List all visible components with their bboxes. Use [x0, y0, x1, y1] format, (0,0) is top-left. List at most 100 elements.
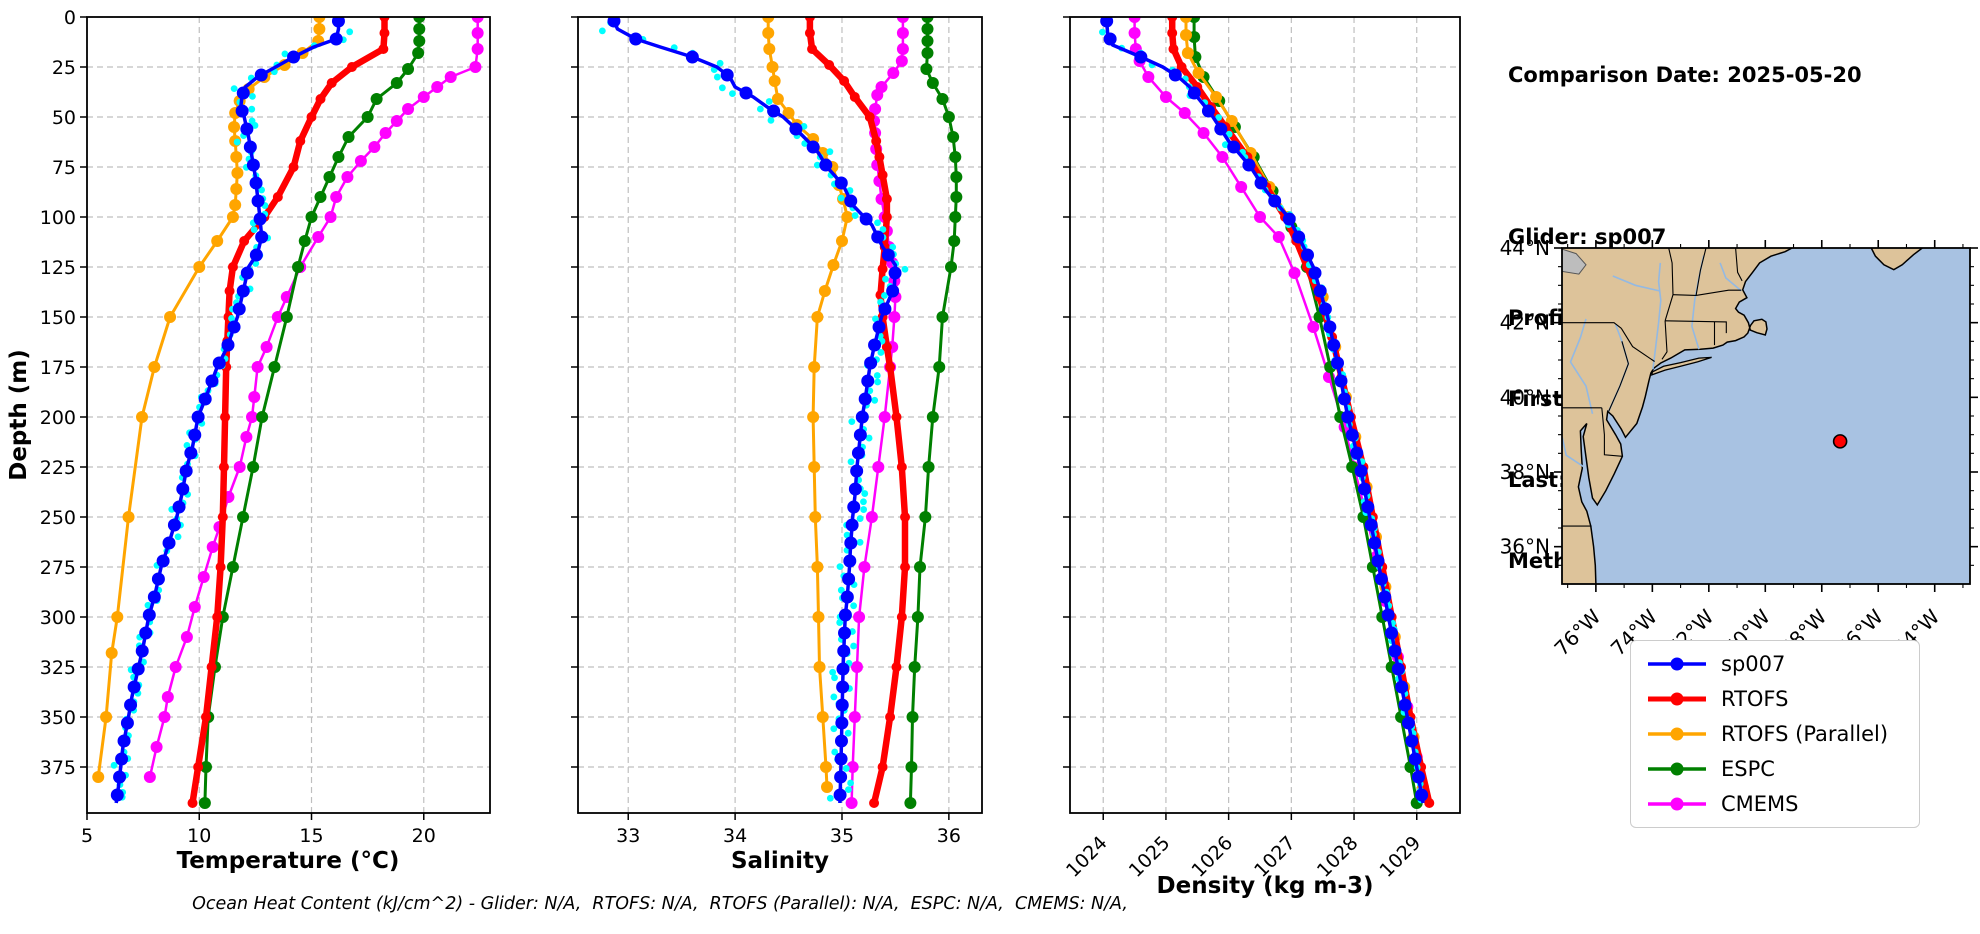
marker: [113, 770, 127, 784]
marker: [1128, 17, 1141, 23]
marker: [846, 761, 859, 773]
legend-swatch-icon: [1648, 692, 1706, 706]
marker: [312, 231, 325, 243]
glider-scatter-point: [1099, 28, 1106, 36]
marker: [180, 631, 193, 643]
marker: [249, 176, 263, 190]
marker: [1401, 716, 1415, 730]
marker: [861, 374, 875, 388]
marker: [762, 17, 775, 23]
marker: [127, 680, 141, 694]
glider-scatter-point: [882, 275, 889, 283]
glider-scatter-point: [713, 73, 721, 81]
glider-scatter-point: [765, 98, 773, 105]
y-tick-label: 50: [52, 107, 76, 129]
marker: [361, 111, 374, 123]
marker: [921, 35, 934, 47]
marker: [834, 770, 848, 784]
location-map: 44°N42°N40°N38°N36°N76°W 74°W 72°W 70°W 68°W…: [1500, 236, 1978, 661]
marker: [379, 28, 390, 38]
marker: [1178, 107, 1191, 119]
glider-scatter-point: [767, 116, 775, 124]
marker: [402, 63, 415, 75]
marker: [235, 104, 249, 118]
marker: [1364, 518, 1378, 532]
marker: [858, 561, 871, 573]
marker: [844, 536, 858, 550]
glider-scatter-point: [826, 148, 834, 156]
marker: [841, 211, 854, 223]
marker: [136, 411, 149, 423]
glider-scatter-point: [851, 212, 859, 219]
marker: [246, 411, 259, 423]
legend-swatch-icon: [1648, 727, 1706, 741]
state-border: [1668, 248, 1674, 295]
legend-item-sp007: sp007: [1645, 651, 1905, 677]
marker: [922, 461, 935, 473]
marker: [804, 28, 815, 38]
marker: [1388, 644, 1402, 658]
marker: [818, 285, 831, 297]
marker: [205, 374, 219, 388]
marker: [1415, 788, 1429, 802]
marker: [1235, 181, 1248, 193]
lat-tick-label: 38°N: [1500, 460, 1550, 484]
marker: [249, 248, 263, 262]
marker: [607, 17, 621, 28]
glider-scatter-point: [837, 194, 845, 202]
x-tick-label: 10: [187, 825, 211, 847]
marker: [330, 191, 343, 203]
marker: [331, 17, 345, 28]
marker: [124, 698, 138, 712]
marker: [789, 122, 803, 136]
marker: [1337, 392, 1351, 406]
glider-location-marker: [1832, 434, 1848, 449]
marker: [230, 151, 243, 163]
marker: [1368, 536, 1382, 550]
marker: [1398, 698, 1412, 712]
marker: [904, 797, 917, 809]
marker: [1341, 410, 1355, 424]
marker: [247, 461, 260, 473]
marker: [288, 162, 299, 172]
marker: [158, 711, 171, 723]
marker: [135, 644, 149, 658]
marker: [900, 512, 911, 522]
marker: [1307, 321, 1320, 333]
marker: [329, 32, 343, 46]
marker: [1345, 428, 1359, 442]
marker: [921, 17, 934, 23]
marker: [313, 17, 326, 23]
marker: [413, 35, 426, 47]
marker: [851, 446, 865, 460]
marker: [1134, 50, 1148, 64]
marker: [143, 771, 156, 783]
marker: [378, 44, 389, 54]
marker: [847, 500, 861, 514]
state-border: [1735, 248, 1743, 282]
marker: [120, 716, 134, 730]
glider-scatter-point: [874, 378, 882, 386]
marker: [272, 192, 283, 202]
marker: [1374, 572, 1388, 586]
marker: [227, 320, 241, 334]
glider-scatter-point: [830, 725, 838, 733]
marker: [1142, 71, 1155, 83]
marker: [809, 511, 822, 523]
y-tick-label: 375: [40, 757, 76, 779]
marker: [1354, 464, 1368, 478]
marker: [122, 511, 135, 523]
marker: [231, 167, 244, 179]
marker: [919, 511, 932, 523]
marker: [248, 391, 261, 403]
glider-scatter-point: [174, 533, 182, 541]
glider-scatter-point: [251, 122, 259, 129]
marker: [221, 338, 235, 352]
marker: [305, 211, 318, 223]
marker: [184, 446, 198, 460]
marker: [379, 17, 390, 22]
mainland-landmass: [1562, 248, 1793, 584]
marker: [1334, 374, 1348, 388]
glider-scatter-point: [850, 642, 857, 650]
lake-ontario: [1562, 248, 1587, 275]
